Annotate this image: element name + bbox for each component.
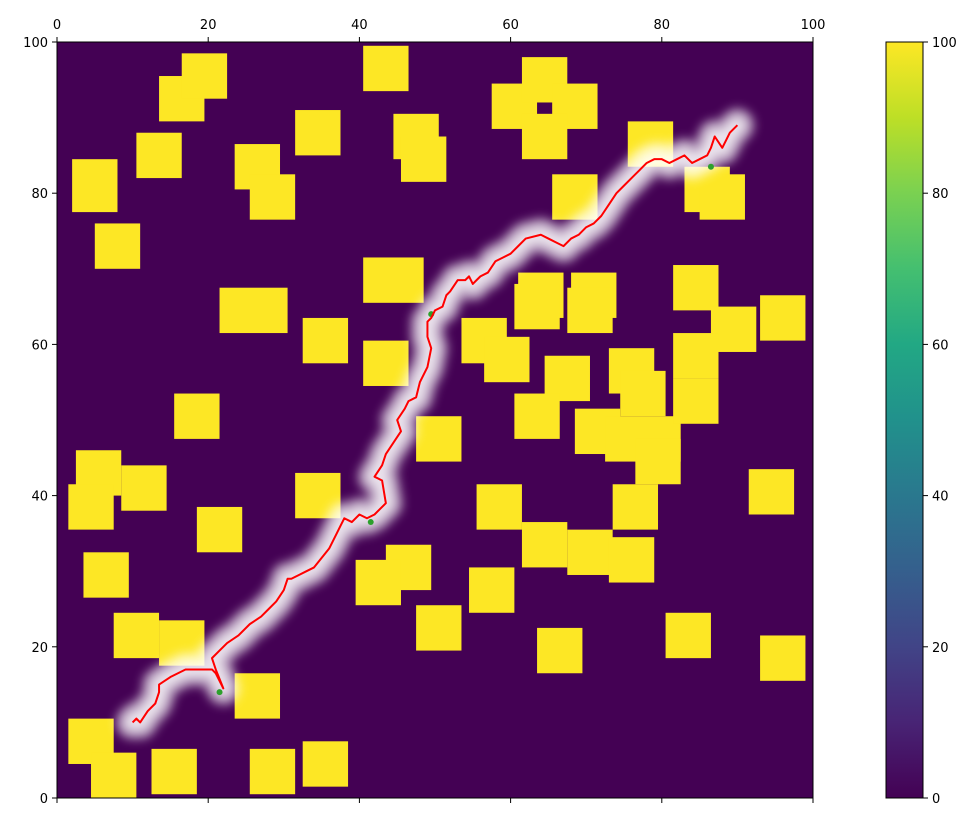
obstacle-47 [196,506,243,553]
obstacle-6 [249,174,296,220]
obstacle-32 [544,355,590,402]
obstacle-39 [673,333,719,379]
y-tick-label: 80 [31,187,48,202]
colorbar-tick-label: 0 [932,792,940,807]
obstacle-33 [514,393,560,439]
x-tick-label: 60 [502,18,519,33]
obstacle-53 [748,469,795,515]
x-tick-label: 20 [200,18,217,33]
marker-2 [216,689,223,696]
obstacle-59 [113,612,160,659]
best-path [131,124,739,724]
obstacle-0 [72,159,118,213]
colorbar-tick-label: 80 [932,187,949,202]
plot-frame [56,41,814,799]
obstacle-67 [151,748,197,795]
y-tick-label: 20 [31,641,48,656]
obstacle-1 [136,132,182,179]
obstacle-63 [760,635,806,681]
obstacle-44 [121,465,167,511]
obstacle-51 [608,537,655,583]
obstacle-62 [665,612,711,659]
obstacle-4 [94,223,141,269]
obstacle-38 [635,438,681,485]
obstacle-61 [537,627,583,674]
obstacle-8 [363,45,409,92]
obstacle-14 [521,113,568,160]
axes: 0 20 40 60 80 100 0 20 40 60 80 100 [23,18,825,807]
obstacle-18 [699,174,745,220]
obstacle-54 [83,552,129,598]
obstacle-21 [363,257,424,303]
obstacle-26 [567,287,613,334]
obstacle-10 [400,136,447,182]
obstacle-27 [673,265,719,311]
obstacle-66 [91,752,137,798]
obstacle-58 [416,605,462,651]
obstacle-20 [302,317,349,364]
obstacle-49 [521,522,568,568]
obstacle-56 [355,559,401,606]
obstacle-50 [567,529,613,575]
waypoint-markers [216,163,714,696]
obstacles [68,45,806,798]
obstacle-69 [302,741,349,787]
obstacle-35 [620,370,666,417]
marker-3 [707,163,714,170]
obstacle-19 [219,287,288,334]
obstacle-22 [363,340,409,386]
x-tick-label: 80 [654,18,671,33]
colorbar-tick-label: 100 [932,36,957,51]
colorbar [885,41,924,799]
obstacle-42 [416,416,462,462]
obstacle-52 [612,484,659,530]
obstacle-7 [295,110,341,156]
obstacle-3 [181,53,228,99]
x-tick-label: 0 [53,18,61,33]
obstacle-31 [484,336,530,383]
colorbar-tick-label: 40 [932,490,949,505]
y-tick-label: 40 [31,490,48,505]
obstacle-57 [469,567,515,613]
obstacle-24 [514,283,560,330]
obstacle-40 [673,378,719,424]
y-tick-label: 0 [40,792,48,807]
y-tick-label: 100 [23,36,48,51]
x-tick-label: 40 [351,18,368,33]
obstacle-68 [249,748,296,795]
obstacle-64 [234,673,281,719]
colorbar-tick-label: 60 [932,338,949,353]
marker-1 [367,519,374,526]
path-line [131,124,739,724]
x-tick-label: 100 [801,18,826,33]
obstacle-45 [68,484,114,530]
y-tick-label: 60 [31,338,48,353]
obstacle-41 [174,393,220,439]
colorbar-axis: 0 20 40 60 80 100 [923,36,957,807]
obstacle-48 [476,484,522,530]
obstacle-29 [760,295,806,341]
colorbar-tick-label: 20 [932,641,949,656]
